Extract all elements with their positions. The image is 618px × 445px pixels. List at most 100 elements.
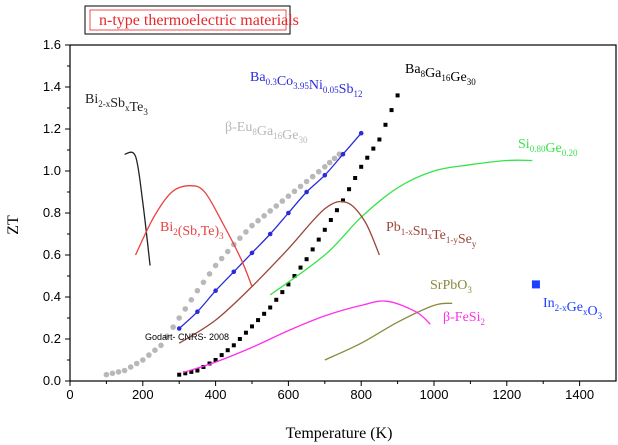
label-subscript: x xyxy=(583,307,588,317)
data-point xyxy=(359,164,364,169)
series-line xyxy=(124,151,151,266)
data-point xyxy=(224,248,231,255)
label-part: O xyxy=(588,304,598,319)
data-point xyxy=(115,369,122,375)
data-point xyxy=(158,342,164,349)
series-srpbo3 xyxy=(324,302,453,361)
y-tick-label: 0.6 xyxy=(43,247,61,262)
data-point xyxy=(189,369,194,374)
series-in_ge_o3 xyxy=(531,280,540,289)
label-subscript: 3 xyxy=(219,231,224,241)
y-tick-label: 1.2 xyxy=(43,121,61,136)
data-point xyxy=(176,326,182,331)
data-point xyxy=(231,343,236,348)
data-point xyxy=(249,250,255,256)
data-point xyxy=(250,324,254,329)
x-axis-title: Temperature (K) xyxy=(286,425,393,442)
label-subscript: 2-x xyxy=(98,99,110,109)
data-point xyxy=(146,352,152,358)
data-point xyxy=(304,189,309,195)
label-part: Se xyxy=(458,232,472,247)
series-label-si_ge: Si0.80Ge0.20 xyxy=(518,137,578,158)
data-point xyxy=(365,155,370,160)
x-tick-label: 800 xyxy=(350,387,372,402)
data-point xyxy=(268,305,273,310)
data-point xyxy=(195,309,200,315)
data-point xyxy=(292,274,297,278)
data-point xyxy=(170,324,176,330)
label-part: Te xyxy=(130,100,144,115)
label-part: Te xyxy=(432,228,446,243)
label-part: Ge xyxy=(567,300,583,315)
label-part: Co xyxy=(277,74,293,89)
series-label-pb_sn_te_se: Pb1-xSnxTe1-ySey xyxy=(386,220,477,249)
series-beta_eu xyxy=(103,151,343,378)
x-tick-label: 1400 xyxy=(565,387,594,402)
data-point xyxy=(331,155,338,162)
series-bi_sbte xyxy=(134,185,253,287)
series-ba_co_ni_sb xyxy=(176,130,364,331)
data-point xyxy=(177,372,182,377)
data-point xyxy=(121,367,128,374)
data-point xyxy=(195,368,200,373)
data-point xyxy=(322,172,328,178)
title-border xyxy=(84,5,291,35)
x-tick-label: 1000 xyxy=(420,387,449,402)
data-point xyxy=(200,279,207,286)
data-point xyxy=(353,176,358,180)
label-subscript: 2 xyxy=(173,227,178,237)
label-part: β-Eu xyxy=(225,120,252,135)
y-tick-label: 0.4 xyxy=(43,289,61,304)
series-label-ba_co_ni_sb: Ba0.3Co3.95Ni0.05Sb12 xyxy=(250,70,362,99)
series-line xyxy=(269,159,533,296)
data-point xyxy=(303,178,310,185)
data-point xyxy=(127,364,134,370)
label-part: SrPbO xyxy=(430,278,467,293)
data-point xyxy=(326,159,333,166)
label-subscript: 3.95 xyxy=(293,81,309,91)
data-point xyxy=(297,183,304,190)
series-pb_sn_te_se xyxy=(178,200,380,344)
label-subscript: 8 xyxy=(421,69,426,79)
label-part: Ba xyxy=(250,70,266,85)
data-point xyxy=(133,360,140,367)
data-point xyxy=(103,371,110,378)
data-point xyxy=(152,347,158,354)
data-point xyxy=(109,370,116,377)
data-point xyxy=(341,198,345,203)
data-point xyxy=(249,222,255,229)
label-subscript: 1-x xyxy=(401,227,413,237)
y-tick-label: 0.0 xyxy=(43,373,61,388)
data-point xyxy=(194,287,201,294)
data-point xyxy=(395,93,400,98)
label-subscript: x xyxy=(428,231,433,241)
data-point xyxy=(140,357,146,363)
label-part: Ge xyxy=(450,70,466,85)
title-box: n-type thermoelectric materials xyxy=(84,5,299,35)
data-point xyxy=(212,262,219,269)
plot-area xyxy=(103,93,540,378)
label-part: β-FeSi xyxy=(443,310,481,325)
label-part: Sn xyxy=(413,224,428,239)
data-point xyxy=(531,280,540,289)
label-part: Ge xyxy=(545,141,561,156)
series-line xyxy=(182,300,431,374)
data-point xyxy=(298,265,303,270)
label-subscript: 16 xyxy=(273,131,283,141)
series-line xyxy=(178,200,380,344)
data-point xyxy=(201,365,206,369)
label-part: Ga xyxy=(257,124,274,139)
series-label-beta_eu: β-Eu8Ga16Ge30 xyxy=(225,120,308,145)
label-part: Sb xyxy=(110,96,125,111)
y-tick-label: 1.6 xyxy=(43,37,61,52)
label-part: Sb xyxy=(339,82,354,97)
label-subscript: 30 xyxy=(299,135,309,145)
data-point xyxy=(213,358,218,362)
data-point xyxy=(280,290,285,295)
data-point xyxy=(262,311,267,316)
annotation-credit: Godart- CNRS- 2008 xyxy=(145,332,229,342)
label-part: Bi xyxy=(85,92,98,107)
label-subscript: 3 xyxy=(467,285,472,295)
label-subscript: 2 xyxy=(480,317,485,327)
data-point xyxy=(183,371,188,376)
